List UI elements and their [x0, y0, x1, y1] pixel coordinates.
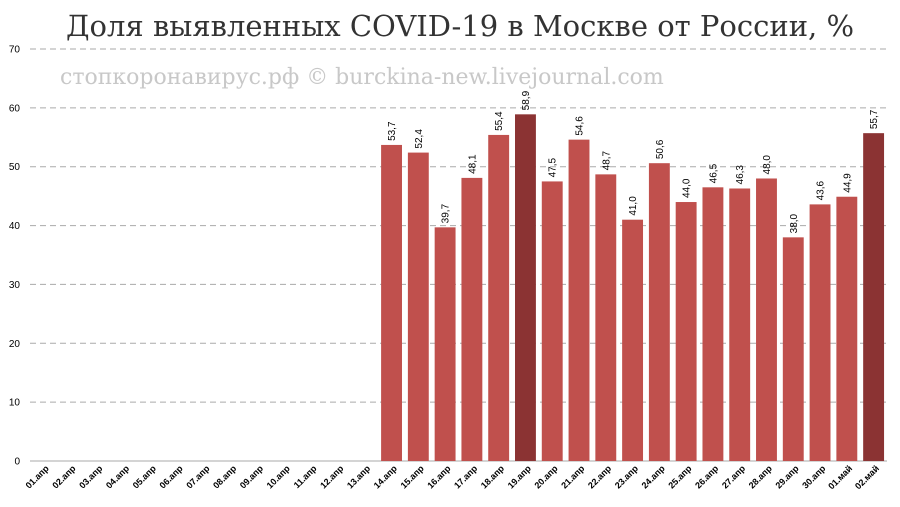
x-tick-label: 01.май — [826, 463, 854, 491]
x-tick-label: 30.апр — [800, 463, 828, 491]
bar — [488, 134, 510, 461]
bar — [729, 188, 751, 461]
value-label: 53,7 — [387, 121, 398, 141]
x-tick-label: 24.апр — [640, 463, 668, 491]
x-tick-label: 02.апр — [50, 463, 78, 491]
x-tick-label: 10.апр — [265, 463, 293, 491]
bar — [756, 178, 777, 461]
x-tick-label: 18.апр — [479, 463, 507, 491]
y-tick-label: 20 — [9, 339, 21, 350]
watermark: стопкоронавирус.рф © burckina-new.livejo… — [60, 65, 664, 90]
bar — [622, 219, 644, 461]
value-label: 58,9 — [521, 90, 532, 110]
x-tick-label: 08.апр — [211, 463, 239, 491]
value-label: 52,4 — [414, 129, 425, 149]
x-tick-label: 28.апр — [747, 463, 775, 491]
bar — [782, 237, 804, 461]
bar — [863, 133, 885, 461]
x-tick-label: 02.май — [853, 463, 881, 491]
x-tick-label: 19.апр — [506, 463, 534, 491]
value-label: 54,6 — [575, 116, 586, 136]
x-tick-label: 15.апр — [399, 463, 427, 491]
value-label: 39,7 — [441, 203, 452, 223]
x-tick-label: 11.апр — [292, 463, 319, 490]
x-tick-label: 17.апр — [452, 463, 480, 491]
value-label: 48,1 — [467, 154, 478, 174]
value-label: 55,4 — [494, 111, 505, 131]
value-label: 48,7 — [601, 150, 612, 170]
x-tick-label: 26.апр — [693, 463, 721, 491]
x-tick-label: 27.апр — [720, 463, 748, 491]
bar — [461, 177, 483, 461]
bar — [515, 114, 536, 462]
x-tick-label: 13.апр — [345, 463, 373, 491]
x-tick-label: 16.апр — [425, 463, 453, 491]
y-tick-label: 10 — [9, 398, 21, 409]
y-tick-label: 40 — [9, 221, 21, 232]
value-label: 41,0 — [628, 196, 639, 216]
bar — [595, 174, 617, 461]
bar — [434, 227, 456, 461]
bar — [809, 204, 831, 461]
x-tick-label: 22.апр — [586, 463, 614, 491]
x-tick-label: 20.апр — [532, 463, 560, 491]
bar — [702, 187, 724, 462]
bar — [648, 163, 670, 461]
bar — [568, 139, 590, 461]
value-label: 46,5 — [708, 163, 719, 183]
value-label: 48,0 — [762, 155, 773, 175]
x-tick-label: 14.апр — [372, 463, 400, 491]
value-label: 50,6 — [655, 139, 666, 159]
x-tick-label: 04.апр — [104, 463, 132, 491]
value-label: 43,6 — [816, 180, 827, 200]
y-tick-label: 70 — [9, 45, 21, 56]
value-label: 55,7 — [869, 109, 880, 129]
bar — [407, 152, 429, 462]
x-tick-label: 05.апр — [131, 463, 159, 491]
value-label: 44,9 — [842, 173, 853, 193]
y-tick-label: 30 — [9, 280, 21, 291]
x-tick-label: 12.апр — [318, 463, 346, 491]
value-label: 38,0 — [789, 213, 800, 233]
value-label: 47,5 — [548, 158, 559, 178]
y-tick-label: 60 — [9, 103, 21, 114]
x-tick-label: 25.апр — [666, 463, 694, 491]
value-label: 44,0 — [682, 178, 693, 198]
bar — [381, 144, 402, 462]
bar — [541, 181, 563, 461]
x-tick-label: 09.апр — [238, 463, 266, 491]
bar — [836, 196, 858, 461]
y-tick-label: 0 — [14, 457, 20, 468]
x-tick-label: 07.апр — [184, 463, 212, 491]
x-tick-label: 01.апр — [24, 463, 52, 491]
x-tick-label: 29.апр — [773, 463, 801, 491]
chart-title: Доля выявленных COVID-19 в Москве от Рос… — [66, 9, 854, 43]
value-label: 46,3 — [735, 165, 746, 185]
x-tick-label: 06.апр — [158, 463, 186, 491]
x-tick-label: 23.апр — [613, 463, 641, 491]
y-tick-label: 50 — [9, 162, 21, 173]
x-tick-label: 21.апр — [559, 463, 587, 491]
bar — [675, 202, 697, 461]
x-tick-label: 03.апр — [77, 463, 105, 491]
